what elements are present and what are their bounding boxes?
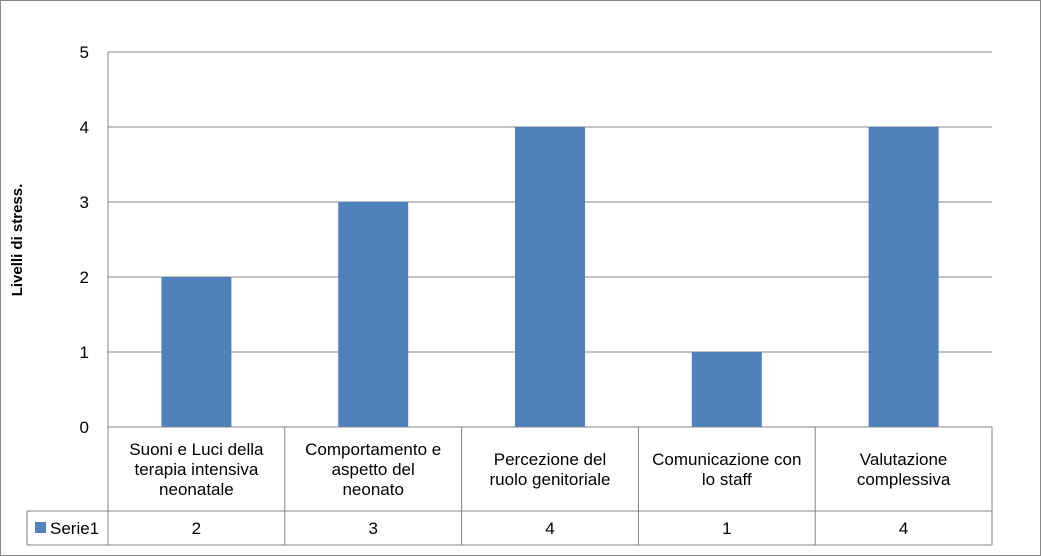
y-tick-label: 1 [80,343,89,362]
data-table-value: 1 [722,519,731,538]
bar [691,352,762,427]
category-label: Comportamento e aspetto del neonato [305,440,441,499]
y-tick-label: 0 [80,418,89,437]
legend-swatch [35,522,46,533]
category-label: Comunicazione con lo staff [652,450,801,489]
category-label: Valutazione complessiva [857,450,951,489]
y-tick-label: 5 [80,43,89,62]
y-tick-label: 3 [80,193,89,212]
bar [161,277,232,427]
y-tick-label: 2 [80,268,89,287]
y-tick-label: 4 [80,118,89,137]
data-table-value: 2 [192,519,201,538]
data-table-value: 4 [545,519,554,538]
legend-series-name: Serie1 [50,519,99,538]
bar [338,202,409,427]
y-axis-label: Livelli di stress. [9,184,26,297]
category-label: Suoni e Luci della terapia intensiva neona… [129,440,264,499]
data-table-value: 3 [368,519,377,538]
bar [868,127,939,427]
bar [515,127,585,427]
data-table-value: 4 [899,519,908,538]
category-label: Percezione del ruolo genitoriale [490,450,611,489]
